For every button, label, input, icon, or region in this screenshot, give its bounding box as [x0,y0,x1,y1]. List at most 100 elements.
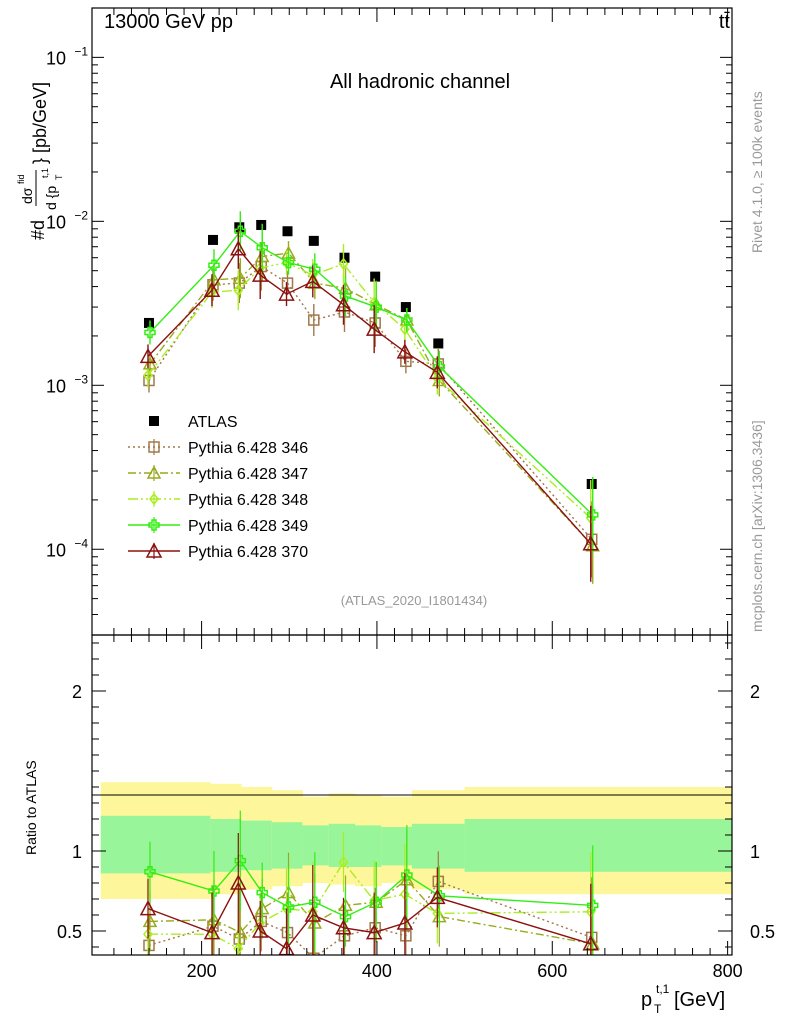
series-point [256,242,268,254]
top-y-tick-exponent: −1 [74,44,88,58]
series-point [139,347,157,364]
inner-band-3 [241,820,273,871]
ratio-point [339,910,352,923]
ratio-point [281,926,294,939]
series-point [233,270,248,284]
atlas-point [370,271,381,282]
ratio-point [429,888,446,905]
inner-band-8 [381,827,413,866]
ratio-point [433,890,446,902]
ratio-point [585,931,598,944]
top-y-tick-exponent: −4 [74,536,88,550]
svg-text:p: p [641,989,652,1011]
ratio-point [308,952,320,955]
x-tick-label: 200 [187,961,217,981]
series-point [308,314,320,326]
series-point [400,355,412,368]
ratio-y-tick-label-right: 2 [750,682,760,702]
ratio-point [400,930,412,942]
svg-text:fid: fid [16,174,26,184]
bottom-frame [91,634,733,956]
series-point [304,272,322,289]
inner-band-6 [328,823,356,867]
legend-marker-atlas [149,416,159,426]
svg-text:} [pb/GeV]: } [pb/GeV] [30,82,50,164]
ratio-y-tick-label: 1 [72,842,82,862]
series-point [370,301,382,313]
series-point [365,320,383,336]
x-tick-label: 400 [362,961,392,981]
rivet-label: Rivet 4.1.0, ≥ 100k events [749,91,765,253]
legend-label: Pythia 6.428 347 [188,466,308,483]
ratio-point [230,874,247,890]
x-tick-label: 800 [713,961,743,981]
series-point [432,372,447,387]
top-y-tick-label: 10 [46,48,66,68]
inner-band-0 [100,815,185,874]
series-point [143,369,153,382]
ratio-series-layer [139,810,600,955]
ratio-point [582,935,599,951]
top-y-tick-exponent: −2 [74,208,88,222]
legend-label: Pythia 6.428 346 [188,440,308,457]
legend-label: Pythia 6.428 370 [188,544,308,561]
ratio-uncertainty-bands [100,782,732,899]
x-tick-label: 600 [537,961,567,981]
ratio-y-tick-label: 2 [72,682,82,702]
ratio-point [144,866,156,878]
series-point [309,263,321,276]
top-y-tick-label: 10 [46,376,66,396]
svg-text:T: T [654,1002,662,1016]
series-point [369,317,381,329]
svg-text:t,1: t,1 [40,168,50,178]
channel-label: All hadronic channel [330,71,510,93]
ratio-point [304,906,322,922]
energy-label: 13000 GeV pp [104,11,233,33]
ratio-point [233,925,248,939]
x-axis-title: p T t,1 [GeV] [641,982,725,1016]
series-point [339,290,352,302]
ratio-point [370,896,382,908]
ratio-point [586,899,599,912]
ratio-point [233,942,244,955]
series-point [582,535,599,551]
ratio-point [401,869,413,881]
ratio-point [432,875,445,888]
ratio-point [143,927,153,941]
svg-text:dσ: dσ [19,187,35,204]
series-point [234,225,247,237]
ratio-point [251,922,269,938]
series-point [278,285,295,301]
legend-marker [148,441,160,453]
series-point [144,326,156,339]
inner-band-4 [271,822,303,869]
atlas-point [234,222,245,233]
series-point [142,356,158,370]
ratio-point [365,924,383,940]
svg-text:[GeV]: [GeV] [674,989,725,1011]
ratio-point [338,855,349,869]
ratio-y-tick-label-right: 1 [750,842,760,862]
inner-band-5 [302,825,330,866]
series-point [396,343,414,359]
atlas-point [308,235,319,246]
top-y-tick-exponent: −3 [74,372,88,386]
ratio-point [208,885,220,897]
atlas-point [339,252,350,263]
legend-marker [145,542,163,558]
inner-band-10 [464,819,732,872]
top-y-tick-label: 10 [46,212,66,232]
inner-band-1 [184,815,211,874]
series-point [338,306,351,318]
atlas-point [586,479,597,490]
ratio-point [203,924,221,940]
legend-marker [149,492,159,506]
ratio-y-tick-label-right: 0.5 [750,922,775,942]
process-label: tt̄ [719,11,731,33]
svg-text:#d: #d [28,220,48,240]
series-point [401,314,413,326]
ratio-y-tick-label: 0.5 [57,922,82,942]
atlas-point [282,226,293,237]
axes-layer: 10 −4 10 −3 10 −2 10 −1 200 400 600 800 0.5 0.5 1 1 2 2 [46,7,775,981]
series-point [335,296,352,312]
